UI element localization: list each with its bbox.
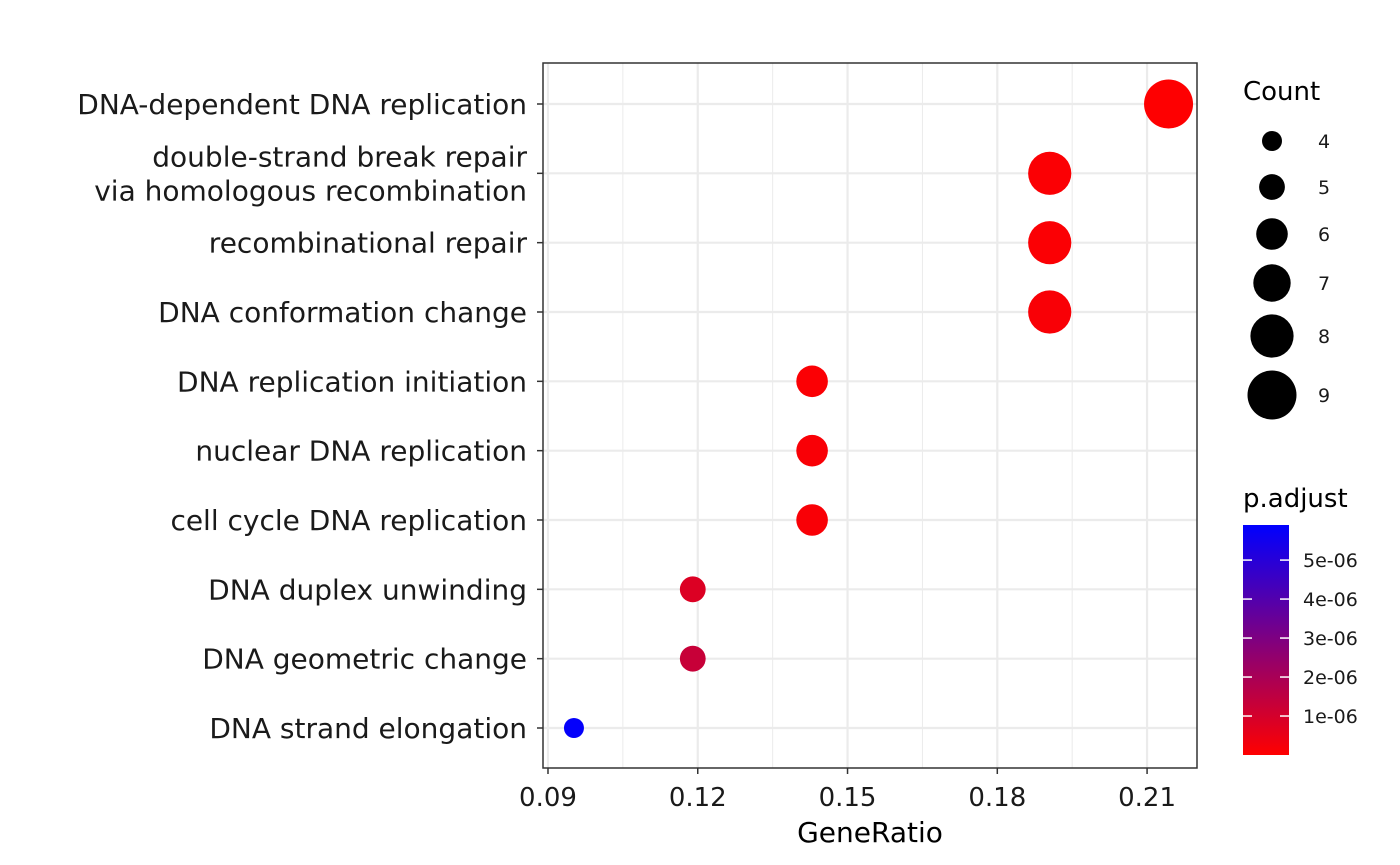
y-tick-label: DNA duplex unwinding <box>208 573 527 606</box>
y-tick-label: cell cycle DNA replication <box>170 504 527 537</box>
count-legend-label: 6 <box>1318 224 1330 246</box>
y-tick-label: nuclear DNA replication <box>195 435 527 468</box>
y-tick-label: DNA conformation change <box>158 296 527 329</box>
count-legend-label: 9 <box>1318 385 1330 407</box>
y-tick-label: DNA geometric change <box>202 643 527 676</box>
p-adjust-legend-label: 4e-06 <box>1303 589 1358 611</box>
y-tick-label: double-strand break repair via homologous… <box>94 140 527 207</box>
p-adjust-legend: p.adjust 1e-06 2e-06 3e-06 4e-06 5e-06 <box>1243 484 1358 755</box>
x-tick-label: 0.12 <box>669 783 727 813</box>
data-point <box>796 504 828 536</box>
y-tick-label: recombinational repair <box>209 227 528 260</box>
count-legend-label: 8 <box>1318 326 1330 348</box>
y-tick-label: DNA strand elongation <box>209 712 527 745</box>
p-adjust-legend-label: 1e-06 <box>1303 706 1358 728</box>
data-point <box>1028 221 1072 265</box>
y-tick-label: DNA-dependent DNA replication <box>77 88 527 121</box>
data-point <box>679 576 706 603</box>
data-points <box>563 79 1194 738</box>
count-legend-key <box>1262 131 1282 151</box>
data-point <box>1028 151 1072 195</box>
p-adjust-legend-label: 5e-06 <box>1303 550 1358 572</box>
count-legend: Count 4 5 6 7 8 9 <box>1243 77 1330 420</box>
count-legend-label: 7 <box>1318 273 1330 295</box>
count-legend-key <box>1256 218 1288 250</box>
x-axis: 0.09 0.12 0.15 0.18 0.21 <box>519 768 1176 813</box>
data-point <box>796 365 828 398</box>
count-legend-key <box>1259 174 1285 200</box>
count-legend-key <box>1253 264 1291 302</box>
x-tick-label: 0.21 <box>1118 783 1176 813</box>
data-point <box>1028 290 1072 334</box>
x-tick-label: 0.15 <box>819 783 877 813</box>
p-adjust-legend-label: 3e-06 <box>1303 628 1358 650</box>
p-adjust-legend-title: p.adjust <box>1243 484 1348 514</box>
count-legend-key <box>1250 314 1294 358</box>
grid-lines <box>543 63 1197 768</box>
count-legend-key <box>1247 370 1297 420</box>
data-point <box>563 718 584 738</box>
x-tick-label: 0.09 <box>519 783 577 813</box>
count-legend-title: Count <box>1243 77 1320 107</box>
x-axis-title: GeneRatio <box>797 816 943 849</box>
y-axis: DNA-dependent DNA replication double-stra… <box>77 88 543 745</box>
panel-border <box>542 62 1198 769</box>
y-tick-label: DNA replication initiation <box>177 365 527 398</box>
x-tick-label: 0.18 <box>968 783 1026 813</box>
data-point <box>679 645 706 672</box>
count-legend-label: 4 <box>1318 131 1330 153</box>
p-adjust-legend-label: 2e-06 <box>1303 667 1358 689</box>
data-point <box>796 434 828 467</box>
data-point <box>1144 79 1194 129</box>
count-legend-label: 5 <box>1318 177 1330 199</box>
